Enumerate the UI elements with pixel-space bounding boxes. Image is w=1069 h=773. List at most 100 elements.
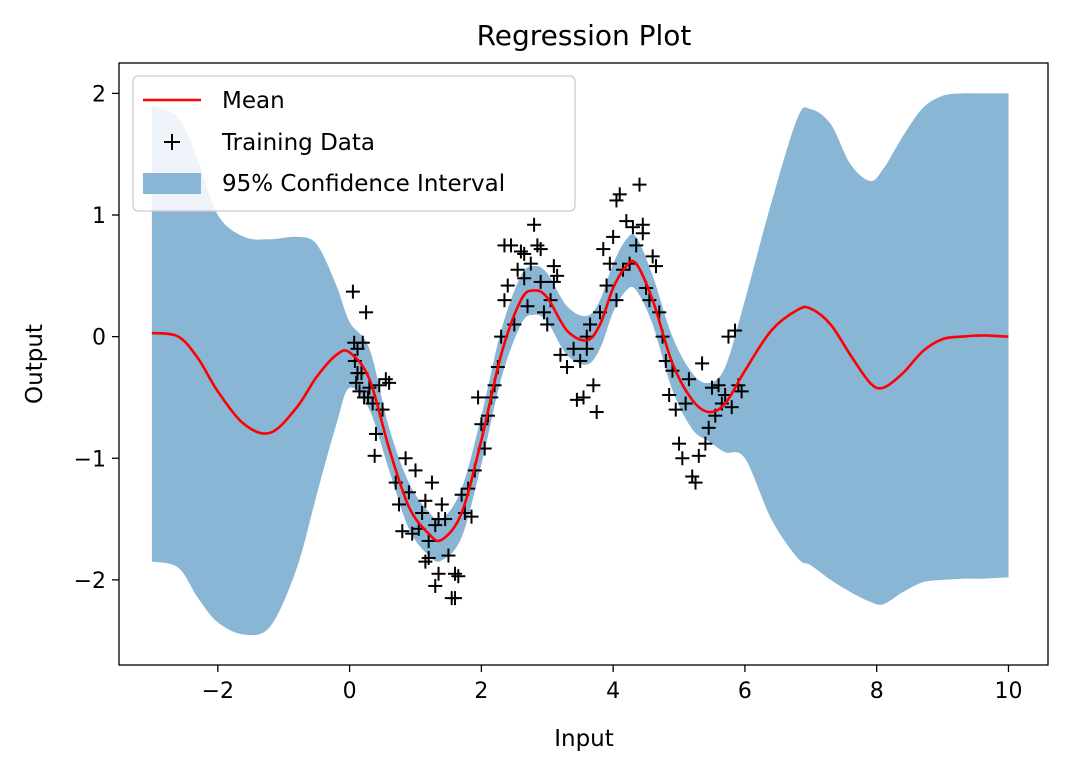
training-data-point — [550, 268, 565, 283]
training-data-point — [589, 405, 604, 420]
training-data-point — [701, 420, 716, 435]
training-data-point — [721, 329, 736, 344]
training-data-point — [527, 217, 542, 232]
training-data-point — [648, 259, 663, 274]
training-data-point — [579, 341, 594, 356]
training-data-point — [583, 317, 598, 332]
training-data-point — [350, 366, 365, 381]
training-data-point — [724, 400, 739, 415]
training-data-point — [586, 378, 601, 393]
training-data-point — [415, 505, 430, 520]
training-data-point — [421, 550, 436, 565]
training-data-point — [609, 293, 624, 308]
y-tick-label: 0 — [92, 326, 106, 351]
training-data-point — [408, 463, 423, 478]
training-data-point — [497, 293, 512, 308]
training-data-point — [536, 305, 551, 320]
training-data-point — [398, 451, 413, 466]
training-data-point — [395, 524, 410, 539]
chart-title: Regression Plot — [477, 19, 692, 52]
training-data-point — [431, 512, 446, 527]
training-data-point — [523, 256, 538, 271]
legend-confidence-swatch — [143, 173, 201, 194]
training-data-point — [596, 242, 611, 257]
training-data-point — [606, 229, 621, 244]
legend-mean-label: Mean — [222, 88, 285, 114]
training-data-point — [510, 262, 525, 277]
training-data-point — [695, 356, 710, 371]
y-tick-label: −1 — [74, 447, 106, 472]
x-axis-ticks: −2 0 2 4 6 8 10 — [202, 665, 1022, 704]
training-data-point — [448, 591, 463, 606]
training-data-point — [517, 246, 532, 261]
plot-frame — [118, 62, 1049, 666]
training-data-point — [675, 451, 690, 466]
training-data-point — [424, 475, 439, 490]
x-tick-label: 10 — [994, 679, 1022, 704]
legend-box — [132, 75, 576, 212]
training-data-point — [678, 396, 693, 411]
mean-line — [151, 259, 1009, 543]
training-data-point — [691, 448, 706, 463]
training-data-point — [546, 259, 561, 274]
training-data-point — [629, 238, 644, 253]
training-data-point — [645, 249, 660, 264]
training-data-point — [698, 436, 713, 451]
training-data-point — [734, 384, 749, 399]
confidence-band — [151, 93, 1009, 636]
y-tick-label: −2 — [74, 569, 106, 594]
training-data-point — [497, 238, 512, 253]
training-data-point — [367, 448, 382, 463]
training-data-point — [362, 380, 377, 395]
x-tick-label: −2 — [202, 679, 234, 704]
training-data-point — [520, 299, 535, 314]
training-data-point — [609, 193, 624, 208]
y-axis-label: Output — [22, 324, 48, 404]
training-data-point — [441, 548, 456, 563]
training-data-point — [711, 378, 726, 393]
x-tick-label: 8 — [870, 679, 884, 704]
training-data-point — [517, 271, 532, 286]
training-data-point — [464, 509, 479, 524]
training-data-point — [428, 578, 443, 593]
training-data-point — [372, 378, 387, 393]
training-data-point — [576, 390, 591, 405]
training-data-point — [418, 493, 433, 508]
mean-line-layer — [151, 259, 1009, 543]
legend-training-data-label: Training Data — [221, 130, 375, 156]
training-data-point — [612, 187, 627, 202]
confidence-band-layer — [151, 93, 1009, 636]
training-data-point — [632, 177, 647, 192]
training-data-point — [345, 284, 360, 299]
training-data-point — [566, 341, 581, 356]
training-data-point — [428, 518, 443, 533]
training-data-point — [728, 323, 743, 338]
training-data-point — [602, 256, 617, 271]
training-data-point — [530, 238, 545, 253]
training-data-point — [513, 244, 528, 259]
training-data-layer — [345, 177, 749, 606]
training-data-point — [533, 274, 548, 289]
training-data-point — [553, 347, 568, 362]
training-data-point — [533, 242, 548, 257]
training-data-point — [418, 554, 433, 569]
training-data-point — [471, 390, 486, 405]
training-data-point — [685, 469, 700, 484]
training-data-point — [355, 335, 370, 350]
training-data-point — [619, 214, 634, 229]
training-data-point — [378, 372, 393, 387]
y-tick-label: 2 — [92, 82, 106, 107]
training-data-point — [704, 380, 719, 395]
training-data-point — [635, 217, 650, 232]
training-data-point — [668, 402, 683, 417]
training-data-point — [540, 317, 555, 332]
x-tick-label: 0 — [343, 679, 357, 704]
training-data-point — [421, 533, 436, 548]
training-data-point — [672, 436, 687, 451]
x-tick-label: 2 — [474, 679, 488, 704]
training-data-point — [560, 360, 575, 375]
training-data-point — [382, 375, 397, 390]
x-tick-label: 6 — [738, 679, 752, 704]
legend-confidence-label: 95% Confidence Interval — [222, 171, 505, 197]
training-data-point — [500, 278, 515, 293]
